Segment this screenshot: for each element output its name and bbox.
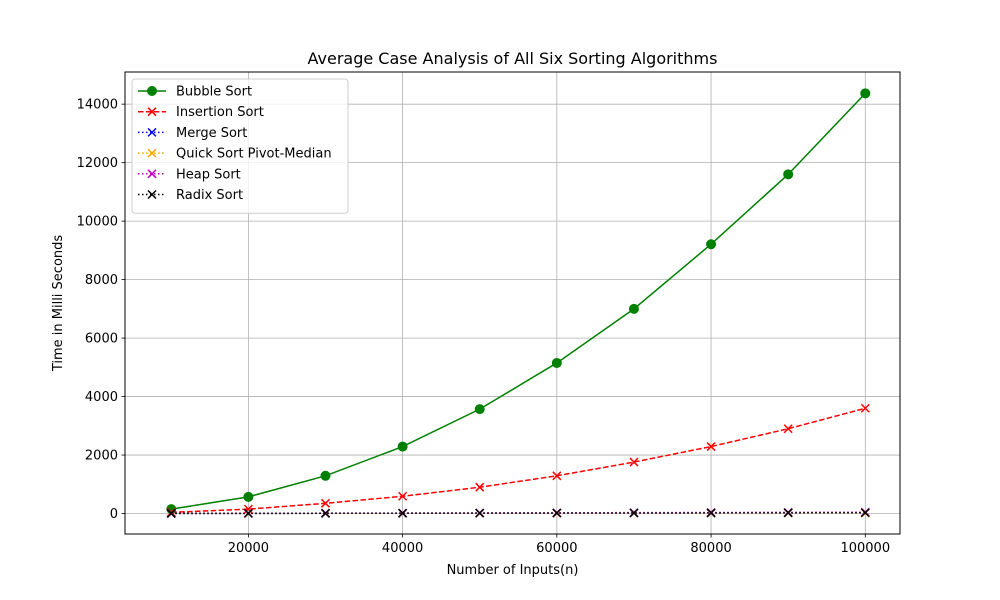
- chart-title: Average Case Analysis of All Six Sorting…: [308, 49, 718, 68]
- x-tick-label: 20000: [228, 541, 269, 556]
- data-point-bubble-sort: [397, 441, 408, 452]
- data-point-insertion-sort: [475, 482, 485, 492]
- data-point-radix-sort: [166, 508, 176, 518]
- axis-ticks: 20000 40000 60000 80000 100000 0 2000 4000 6000 8…: [77, 98, 890, 556]
- series-line-insertion-sort: [171, 407, 866, 514]
- legend-label-merge-sort: Merge Sort: [176, 126, 247, 141]
- data-point-radix-sort: [783, 508, 793, 518]
- data-point-radix-sort: [706, 508, 716, 518]
- data-point-radix-sort: [398, 508, 408, 518]
- data-point-bubble-sort: [474, 404, 485, 415]
- x-tick-label: 40000: [382, 541, 423, 556]
- data-point-insertion-sort: [706, 442, 716, 452]
- y-tick-label: 4000: [85, 390, 118, 405]
- plot-frame: [124, 71, 901, 535]
- x-axis-title: Number of Inputs(n): [447, 563, 579, 578]
- series-line-bubble-sort: [171, 92, 866, 510]
- data-point-radix-sort: [475, 508, 485, 518]
- data-point-bubble-sort: [706, 239, 717, 250]
- legend-marker-insertion-sort: [147, 107, 157, 117]
- data-point-bubble-sort: [628, 303, 639, 314]
- series-lines: [171, 92, 866, 515]
- legend-label-bubble-sort: Bubble Sort: [176, 85, 252, 100]
- data-point-bubble-sort: [320, 470, 331, 481]
- data-point-insertion-sort: [398, 491, 408, 501]
- x-tick-label: 100000: [840, 541, 890, 556]
- y-tick-label: 14000: [77, 98, 118, 113]
- x-tick-label: 60000: [536, 541, 577, 556]
- y-tick-label: 6000: [85, 332, 118, 347]
- data-point-insertion-sort: [783, 424, 793, 434]
- data-markers: [166, 88, 871, 519]
- legend-marker-merge-sort: [147, 127, 157, 137]
- y-tick-label: 0: [110, 507, 118, 522]
- data-point-radix-sort: [243, 508, 253, 518]
- legend: Bubble Sort Insertion Sort Merge Sort Quick…: [131, 78, 349, 214]
- data-point-bubble-sort: [783, 169, 794, 180]
- data-point-insertion-sort: [552, 471, 562, 481]
- x-tick-label: 80000: [690, 541, 731, 556]
- legend-box: [131, 78, 349, 214]
- y-tick-label: 8000: [85, 273, 118, 288]
- data-point-radix-sort: [629, 508, 639, 518]
- y-tick-label: 2000: [85, 449, 118, 464]
- data-point-radix-sort: [320, 508, 331, 518]
- data-point-bubble-sort: [243, 491, 254, 502]
- legend-marker-bubble-sort: [147, 86, 157, 96]
- y-tick-label: 10000: [77, 215, 118, 230]
- data-point-insertion-sort: [860, 403, 870, 413]
- data-point-insertion-sort: [320, 498, 331, 508]
- legend-label-radix-sort: Radix Sort: [176, 188, 243, 203]
- data-point-bubble-sort: [860, 88, 871, 99]
- data-point-radix-sort: [860, 508, 870, 518]
- legend-label-insertion-sort: Insertion Sort: [176, 105, 264, 120]
- legend-label-heap-sort: Heap Sort: [176, 167, 241, 182]
- legend-marker-quick-sort-pivot-median: [147, 148, 157, 158]
- y-axis-title: Time in Milli Seconds: [51, 235, 66, 373]
- legend-label-quick-sort-pivot-median: Quick Sort Pivot-Median: [176, 147, 332, 162]
- y-tick-label: 12000: [77, 156, 118, 171]
- data-point-radix-sort: [552, 508, 562, 518]
- data-point-insertion-sort: [243, 504, 253, 514]
- data-point-insertion-sort: [629, 457, 639, 467]
- data-point-bubble-sort: [551, 357, 562, 368]
- legend-marker-radix-sort: [147, 189, 157, 200]
- legend-marker-heap-sort: [147, 169, 157, 179]
